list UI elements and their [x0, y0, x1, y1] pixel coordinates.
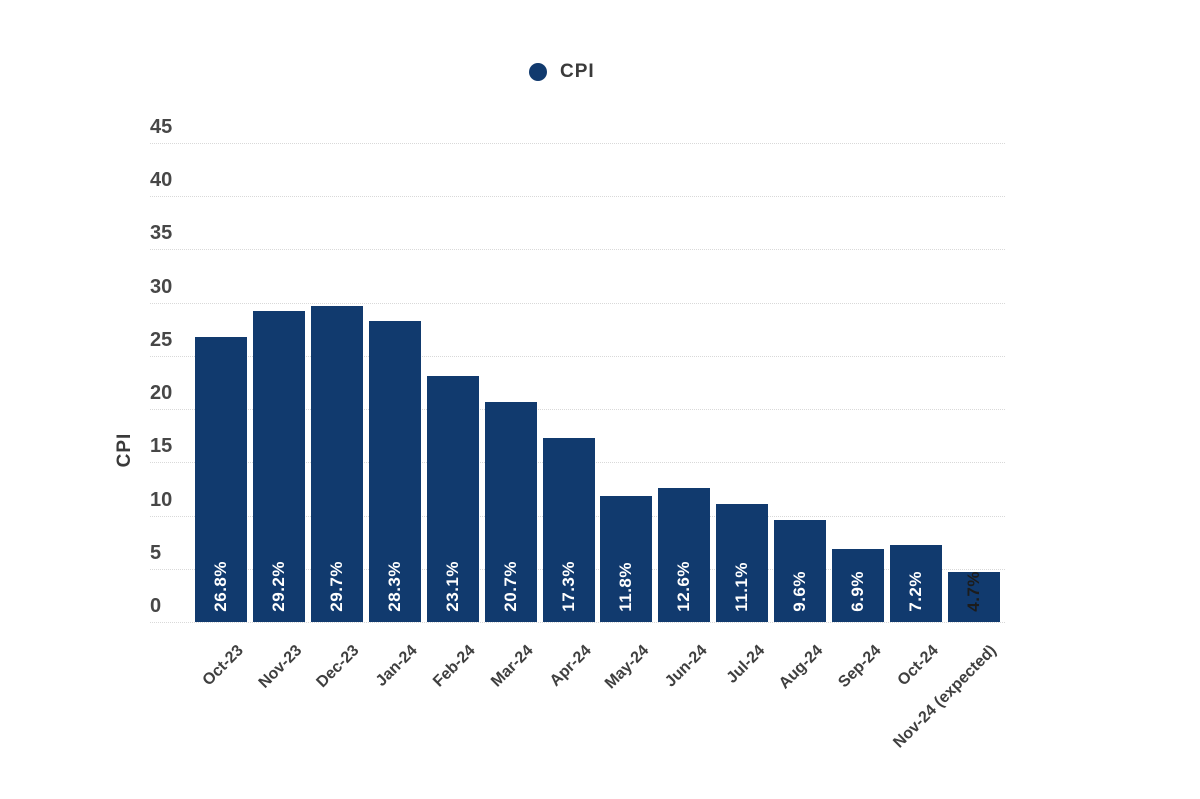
bar-Dec-23[interactable]: 29.7%: [310, 305, 363, 622]
bar-value-label: 7.2%: [906, 571, 926, 612]
bar-value-label: 23.1%: [442, 561, 462, 612]
y-gridline: [150, 622, 1005, 623]
bar-Mar-24[interactable]: 20.7%: [484, 401, 537, 622]
bar-value-label: 12.6%: [674, 561, 694, 612]
y-axis-tick: 35: [150, 222, 173, 245]
legend-item-cpi[interactable]: CPI: [529, 61, 595, 83]
bar-Apr-24[interactable]: 17.3%: [542, 437, 595, 622]
legend: CPI: [529, 61, 595, 83]
y-gridline: [150, 355, 1005, 357]
bar-value-label: 28.3%: [384, 561, 404, 612]
x-axis-label: Jun-24: [661, 642, 711, 691]
y-axis-tick: 45: [150, 116, 173, 138]
y-axis-tick: 25: [150, 328, 173, 351]
bar-value-label: 29.2%: [268, 561, 288, 612]
bar-Nov-24 (expected)[interactable]: 4.7%: [948, 571, 1001, 622]
x-axis-label: Mar-24: [488, 642, 537, 691]
x-axis-label: Feb-24: [430, 642, 479, 691]
bar-Jul-24[interactable]: 11.1%: [716, 503, 769, 622]
x-axis-label: Oct-24: [894, 642, 943, 690]
bar-Aug-24[interactable]: 9.6%: [774, 519, 827, 622]
x-axis-label: Dec-23: [313, 642, 363, 692]
x-axis-label: Oct-23: [199, 642, 247, 690]
y-axis-tick: 0: [150, 595, 162, 617]
y-gridline: [150, 249, 1005, 251]
bar-Jan-24[interactable]: 28.3%: [368, 320, 421, 622]
y-gridline: [150, 143, 1005, 144]
x-axis-label: Nov-24 (expected): [890, 642, 1001, 752]
y-axis-tick: 15: [150, 435, 173, 458]
bar-value-label: 29.7%: [326, 561, 346, 612]
y-axis-tick: 40: [150, 169, 173, 192]
bar-Sep-24[interactable]: 6.9%: [832, 548, 885, 622]
bar-Nov-23[interactable]: 29.2%: [252, 311, 305, 622]
x-axis-label: Sep-24: [835, 642, 885, 692]
legend-dot-icon: [529, 63, 547, 81]
bar-value-label: 11.1%: [732, 562, 752, 612]
bar-Jun-24[interactable]: 12.6%: [658, 487, 711, 622]
bar-value-label: 20.7%: [500, 561, 520, 612]
bar-value-label: 26.8%: [210, 561, 230, 612]
x-axis-label: Apr-24: [546, 642, 595, 690]
bar-May-24[interactable]: 11.8%: [600, 496, 653, 622]
y-gridline: [150, 196, 1005, 198]
y-axis-tick: 30: [150, 275, 173, 298]
bar-Oct-23[interactable]: 26.8%: [194, 336, 247, 622]
x-axis-label: Jul-24: [723, 642, 769, 687]
y-axis-title: CPI: [114, 432, 135, 468]
y-gridline: [150, 409, 1005, 411]
legend-label: CPI: [560, 61, 595, 82]
bar-value-label: 6.9%: [848, 571, 868, 612]
y-gridline: [150, 302, 1005, 304]
bar-value-label: 17.3%: [558, 561, 578, 612]
x-axis-label: Jan-24: [372, 642, 421, 690]
y-axis-tick: 10: [150, 488, 173, 511]
x-axis-label: Nov-23: [255, 642, 305, 692]
x-axis-label: Aug-24: [775, 642, 827, 693]
x-axis-label: May-24: [602, 642, 653, 693]
bar-Feb-24[interactable]: 23.1%: [426, 376, 479, 622]
y-axis-tick: 20: [150, 382, 173, 405]
y-axis-tick: 5: [150, 541, 162, 564]
bar-value-label: 11.8%: [616, 562, 636, 612]
bar-value-label: 9.6%: [790, 571, 810, 612]
bar-value-label: 4.7%: [964, 571, 984, 612]
bar-Oct-24[interactable]: 7.2%: [890, 545, 943, 622]
